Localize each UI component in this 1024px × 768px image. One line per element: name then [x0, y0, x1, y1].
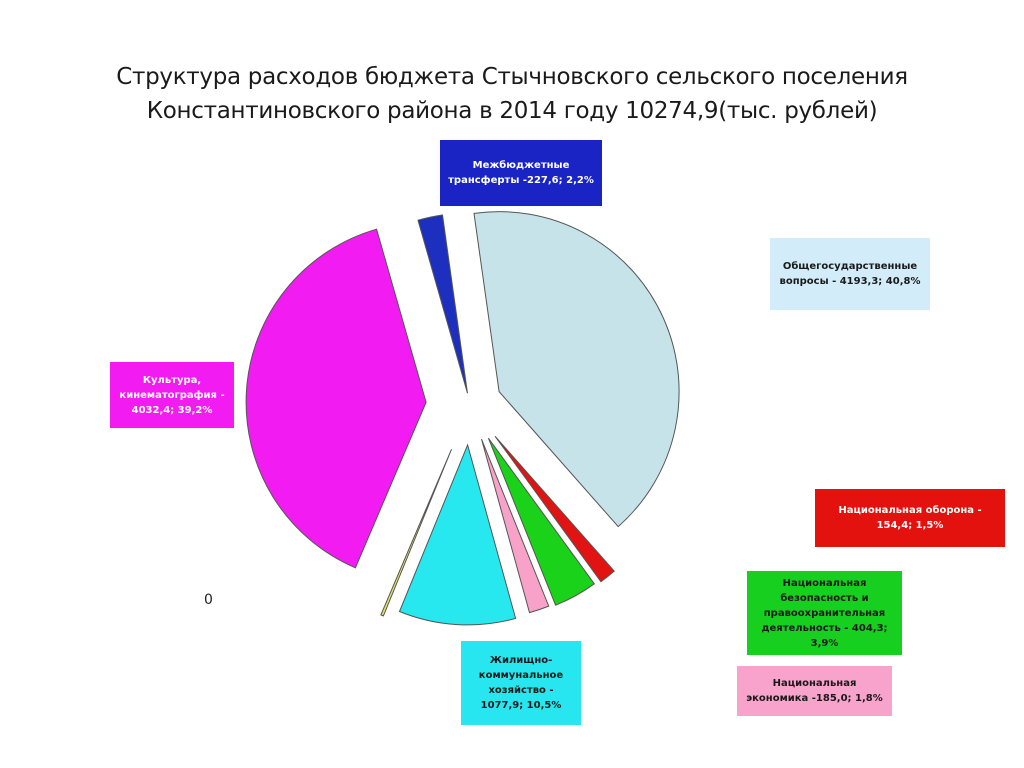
pie-slice-education	[380, 449, 452, 617]
pie-slice-culture	[245, 228, 427, 569]
pie-slice-economy	[481, 438, 550, 614]
slice-label-transfers: Межбюджетные трансферты -227,6; 2,2%	[440, 140, 602, 206]
slice-label-general: Общегосударственные вопросы - 4193,3; 40…	[770, 238, 930, 310]
pie-slice-general	[473, 211, 680, 528]
stray-zero-label: 0	[204, 592, 213, 608]
pie-slice-defense	[494, 435, 615, 583]
chart-title: Структура расходов бюджета Стычновского …	[60, 60, 964, 128]
slice-label-economy: Национальная экономика -185,0; 1,8%	[737, 666, 892, 716]
slice-label-defense: Национальная оборона - 154,4; 1,5%	[815, 489, 1005, 547]
pie-slice-housing	[398, 443, 517, 626]
pie-slice-security	[487, 437, 595, 606]
title-line-2: Константиновского района в 2014 году 102…	[146, 98, 878, 124]
slice-label-security: Национальная безопасность и правоохранит…	[747, 571, 902, 655]
pie-slice-transfers	[417, 214, 468, 394]
slice-label-culture: Культура, кинематография - 4032,4; 39,2%	[110, 362, 234, 428]
title-line-1: Структура расходов бюджета Стычновского …	[116, 64, 908, 90]
slice-label-housing: Жилищно-коммунальное хозяйство - 1077,9;…	[461, 641, 581, 725]
